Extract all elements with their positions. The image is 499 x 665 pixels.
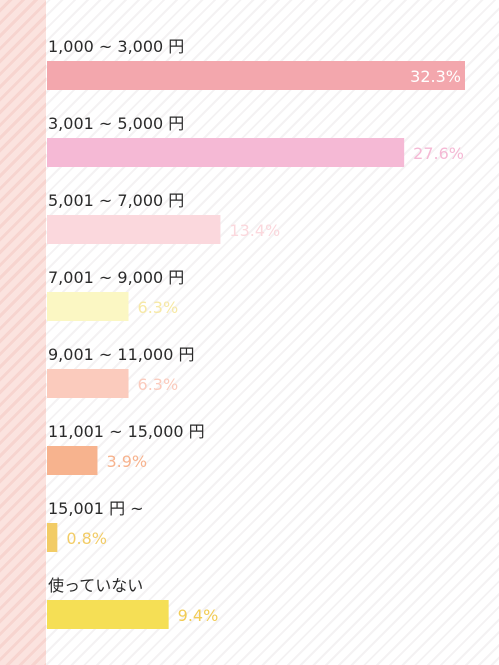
- category-label: 7,001 ~ 9,000 円: [48, 268, 184, 287]
- category-label: 使っていない: [48, 576, 143, 595]
- value-label: 27.6%: [413, 144, 464, 163]
- bar: [47, 600, 169, 629]
- bar: [47, 138, 405, 167]
- bar: [47, 523, 58, 552]
- category-label: 11,001 ~ 15,000 円: [48, 422, 205, 441]
- category-label: 5,001 ~ 7,000 円: [48, 191, 184, 210]
- bar: [47, 369, 129, 398]
- value-label: 13.4%: [229, 221, 280, 240]
- left-decorative-band: [0, 0, 46, 665]
- bar: [47, 61, 465, 90]
- value-label: 0.8%: [66, 529, 107, 548]
- bar: [47, 215, 221, 244]
- value-label: 3.9%: [106, 452, 147, 471]
- category-label: 1,000 ~ 3,000 円: [48, 37, 184, 56]
- value-label: 32.3%: [410, 67, 461, 86]
- bar: [47, 446, 98, 475]
- value-label: 9.4%: [178, 606, 219, 625]
- value-label: 6.3%: [138, 298, 179, 317]
- value-label: 6.3%: [138, 375, 179, 394]
- category-label: 3,001 ~ 5,000 円: [48, 114, 184, 133]
- category-label: 9,001 ~ 11,000 円: [48, 345, 194, 364]
- category-label: 15,001 円 ~: [48, 499, 144, 518]
- bar: [47, 292, 129, 321]
